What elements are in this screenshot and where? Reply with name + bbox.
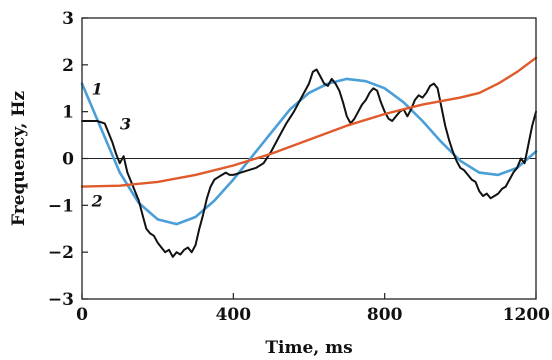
y-tick-label: −2 bbox=[48, 243, 74, 263]
series-3-line bbox=[81, 68, 537, 258]
x-tick-label: 0 bbox=[76, 305, 88, 325]
y-tick-label: 2 bbox=[62, 56, 74, 76]
y-tick-label: −1 bbox=[48, 196, 74, 216]
y-tick-label: 1 bbox=[62, 103, 74, 123]
y-tick-label: 0 bbox=[62, 150, 74, 170]
x-axis-title: Time, ms bbox=[265, 338, 352, 358]
series-layer bbox=[80, 56, 538, 258]
curve-label-1: 1 bbox=[92, 79, 103, 98]
y-tick-label: 3 bbox=[62, 9, 74, 29]
series-1-line bbox=[80, 77, 538, 226]
x-tick-label: 400 bbox=[216, 305, 252, 325]
y-tick-label: −3 bbox=[48, 290, 74, 310]
series-2-line bbox=[80, 56, 538, 188]
y-axis-title: Frequency, Hz bbox=[9, 91, 29, 226]
curve-label-2: 2 bbox=[91, 192, 103, 211]
x-tick-label: 1200 bbox=[503, 305, 550, 325]
x-tick-label: 800 bbox=[367, 305, 403, 325]
annotation-layer: 1 2 3 bbox=[91, 79, 132, 210]
curve-label-3: 3 bbox=[120, 114, 131, 133]
